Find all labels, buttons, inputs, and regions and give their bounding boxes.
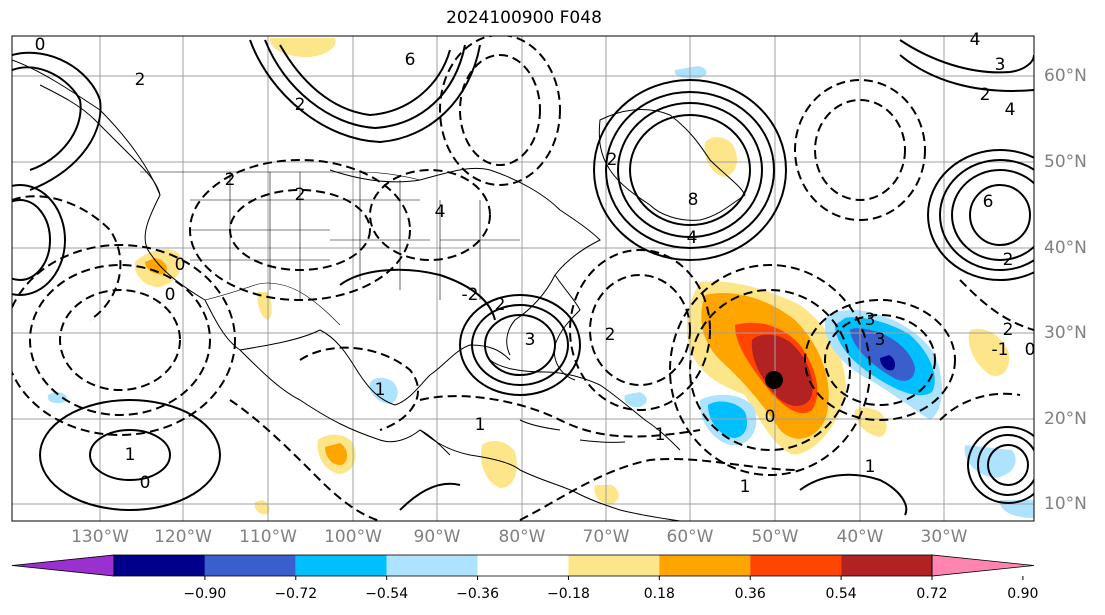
- contour-label: 0: [140, 473, 151, 493]
- negative-anomaly-region: [708, 401, 748, 438]
- colorbar-segment: [204, 555, 296, 576]
- contour-label: 2: [605, 325, 616, 345]
- contour-label: 2: [980, 85, 991, 105]
- longitude-label: 30°W: [920, 527, 968, 547]
- colorbar-tick-label: 0.54: [825, 586, 857, 602]
- contour-lines: [12, 39, 1034, 516]
- latitude-label: 30°N: [1044, 323, 1087, 343]
- contour-label: 1: [740, 477, 751, 497]
- longitude-label: 80°W: [498, 527, 546, 547]
- colorbar-segment: [386, 555, 478, 576]
- colorbar-segment: [750, 555, 842, 576]
- anomaly-shading: [47, 38, 1034, 518]
- latitude-label: 60°N: [1044, 66, 1087, 86]
- contour-label: 8: [688, 190, 699, 210]
- contour-label: 0: [175, 255, 186, 275]
- storm-center-marker: [765, 371, 783, 389]
- contour-label: 4: [970, 30, 981, 50]
- longitude-label: 110°W: [239, 527, 297, 547]
- contour-label: 0: [1025, 340, 1036, 360]
- longitude-label: 130°W: [71, 527, 129, 547]
- positive-anomaly-region: [751, 334, 813, 406]
- contour-label: 3: [525, 330, 536, 350]
- political-borders: [140, 171, 520, 326]
- contour-label: 3: [865, 310, 876, 330]
- map-frame: [11, 35, 1035, 522]
- contour-label: 2: [225, 170, 236, 190]
- latitude-label: 40°N: [1044, 238, 1087, 258]
- contour-label: 0: [35, 35, 46, 55]
- contour-label: 4: [1005, 100, 1016, 120]
- colorbar-tick-label: 0.36: [734, 586, 766, 602]
- colorbar-tick-label: 0.18: [643, 586, 675, 602]
- contour-label: -1: [992, 340, 1009, 360]
- contour-label: 6: [983, 192, 994, 212]
- contour-label: 2: [607, 150, 618, 170]
- contour-label: 6: [405, 50, 416, 70]
- latitude-label: 10°N: [1044, 494, 1087, 514]
- colorbar-tick-label: 0.90: [1007, 586, 1039, 602]
- contour-label: 0: [765, 407, 776, 427]
- colorbar-frame: [113, 554, 933, 577]
- longitude-label: 90°W: [413, 527, 461, 547]
- contour-label: 1: [475, 415, 486, 435]
- colorbar-segment: [295, 555, 387, 576]
- colorbar-segment: [114, 555, 205, 576]
- negative-contour-lines: [12, 36, 1034, 521]
- contour-label: 1: [375, 380, 386, 400]
- longitude-label: 120°W: [154, 527, 212, 547]
- colorbar-segment: [477, 555, 569, 576]
- contour-label: 0: [165, 285, 176, 305]
- contour-label: 4: [435, 202, 446, 222]
- map-title: 2024100900 F048: [446, 8, 602, 28]
- contour-label: 1: [655, 425, 666, 445]
- longitude-label: 60°W: [666, 527, 714, 547]
- colorbar-tick-label: −0.18: [546, 586, 590, 602]
- contour-label: 2: [1003, 320, 1014, 340]
- latitude-label: 20°N: [1044, 409, 1087, 429]
- colorbar-min-extend: [11, 554, 115, 577]
- contour-label: 3: [875, 330, 886, 350]
- contour-label: 2: [1003, 250, 1014, 270]
- contour-label: -2: [462, 285, 479, 305]
- colorbar-tick-label: −0.54: [365, 586, 409, 602]
- colorbar-tick-label: 0.72: [916, 586, 948, 602]
- colorbar-tick-label: −0.72: [274, 586, 318, 602]
- colorbar-segment: [659, 555, 751, 576]
- colorbar-max-extend: [931, 554, 1035, 577]
- coastlines: [12, 59, 746, 521]
- colorbar-tick-label: −0.90: [183, 586, 227, 602]
- longitude-label: 70°W: [582, 527, 630, 547]
- longitude-label: 100°W: [324, 527, 382, 547]
- contour-label: 2: [495, 295, 506, 315]
- contour-label: 3: [995, 55, 1006, 75]
- colorbar: [11, 554, 1035, 580]
- contour-label: 2: [295, 185, 306, 205]
- longitude-label: 50°W: [751, 527, 799, 547]
- colorbar-segment: [568, 555, 660, 576]
- negative-anomaly-region: [850, 328, 915, 381]
- contour-label: 2: [295, 95, 306, 115]
- contour-label: 1: [865, 457, 876, 477]
- latitude-label: 50°N: [1044, 152, 1087, 172]
- negative-anomaly-region: [880, 355, 896, 371]
- contour-label: 1: [125, 445, 136, 465]
- contour-label: 4: [687, 228, 698, 248]
- colorbar-segment: [841, 555, 932, 576]
- longitude-label: 40°W: [836, 527, 884, 547]
- contour-label: 2: [135, 70, 146, 90]
- colorbar-tick-label: −0.36: [456, 586, 499, 602]
